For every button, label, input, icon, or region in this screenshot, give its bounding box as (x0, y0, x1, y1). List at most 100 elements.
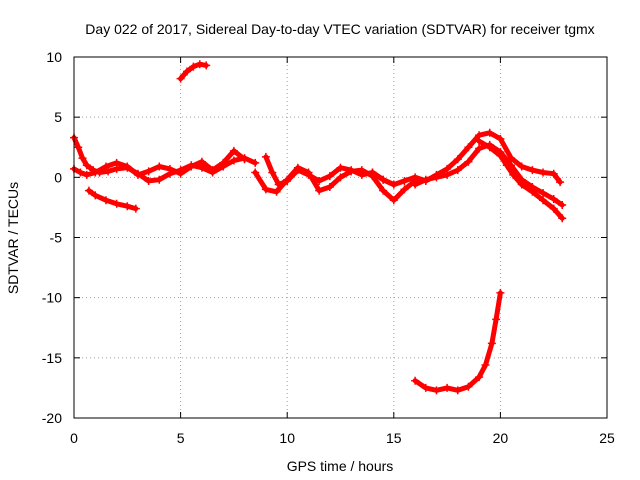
data-point (549, 194, 558, 203)
data-point (104, 167, 113, 176)
data-point (165, 164, 174, 173)
data-point (131, 204, 140, 213)
data-point (411, 376, 420, 385)
y-tick-label: -15 (42, 350, 62, 366)
data-point (187, 162, 196, 171)
data-point (492, 315, 501, 324)
data-point (101, 162, 110, 171)
data-point (421, 175, 430, 184)
data-point (453, 386, 462, 395)
series-trace-g (368, 128, 565, 189)
data-point (82, 170, 91, 179)
data-point (475, 137, 484, 146)
data-point (304, 168, 313, 177)
x-tick-label: 0 (70, 430, 78, 446)
data-point (195, 60, 204, 69)
data-point (443, 383, 452, 392)
axis-ticks: 0 5 10 15 20 25 -20 -15 -10 -5 0 5 10 (42, 49, 615, 446)
plot-frame (73, 56, 608, 419)
data-point (487, 339, 496, 348)
data-point (336, 173, 345, 182)
data-point (496, 151, 505, 160)
series-trace-i (475, 137, 567, 223)
y-axis-title: SDTVAR / TECUs (5, 182, 21, 294)
series-trace-c (84, 186, 140, 213)
series-trail (476, 138, 565, 221)
data-point (101, 196, 110, 205)
data-point (155, 162, 164, 171)
data-point (432, 386, 441, 395)
data-point (558, 214, 567, 223)
data-point (189, 62, 198, 71)
data-point (496, 134, 505, 143)
data-point (272, 187, 281, 196)
data-point (123, 202, 132, 211)
y-tick-label: 10 (46, 49, 62, 65)
data-point (82, 161, 91, 170)
data-point (261, 152, 270, 161)
data-point (74, 143, 83, 152)
data-point (240, 155, 249, 164)
data-point (112, 199, 121, 208)
x-tick-label: 25 (599, 430, 615, 446)
data-point (475, 373, 484, 382)
data-point (91, 168, 100, 177)
data-point (432, 173, 441, 182)
data-point (485, 143, 494, 152)
x-tick-label: 15 (386, 430, 402, 446)
data-point (197, 157, 206, 166)
data-point (496, 288, 505, 297)
data-marks (70, 60, 567, 395)
data-point (528, 187, 537, 196)
y-tick-label: 5 (54, 109, 62, 125)
data-point (347, 167, 356, 176)
data-point (315, 186, 324, 195)
data-point (549, 169, 558, 178)
data-point (176, 74, 185, 83)
chart-title: Day 022 of 2017, Sidereal Day-to-day VTE… (85, 21, 594, 37)
data-point (112, 158, 121, 167)
data-point (144, 176, 153, 185)
data-point (251, 168, 260, 177)
data-point (509, 170, 518, 179)
data-point (464, 382, 473, 391)
data-point (421, 383, 430, 392)
data-point (91, 191, 100, 200)
data-point (389, 196, 398, 205)
data-point (357, 166, 366, 175)
data-point (528, 166, 537, 175)
data-point (261, 185, 270, 194)
data-point (84, 186, 93, 195)
y-tick-label: -20 (42, 410, 62, 426)
data-point (325, 172, 334, 181)
data-point (464, 157, 473, 166)
data-point (539, 196, 548, 205)
data-point (556, 178, 565, 187)
data-point (155, 175, 164, 184)
x-tick-label: 5 (177, 430, 185, 446)
series-trail (412, 290, 503, 393)
data-point (219, 158, 228, 167)
series-trace-f (251, 163, 420, 205)
data-point (443, 170, 452, 179)
data-point (400, 185, 409, 194)
data-point (208, 166, 217, 175)
data-point (368, 168, 377, 177)
data-point (502, 161, 511, 170)
data-point (558, 201, 567, 210)
data-point (336, 163, 345, 172)
data-point (176, 169, 185, 178)
data-point (379, 186, 388, 195)
data-point (400, 176, 409, 185)
data-point (123, 162, 132, 171)
data-point (411, 180, 420, 189)
data-point (453, 155, 462, 164)
data-point (268, 168, 277, 177)
series-trace-j (411, 288, 505, 395)
data-point (517, 162, 526, 171)
x-axis-title: GPS time / hours (287, 458, 394, 474)
data-point (539, 188, 548, 197)
data-point (144, 167, 153, 176)
data-point (315, 176, 324, 185)
data-point (229, 146, 238, 155)
